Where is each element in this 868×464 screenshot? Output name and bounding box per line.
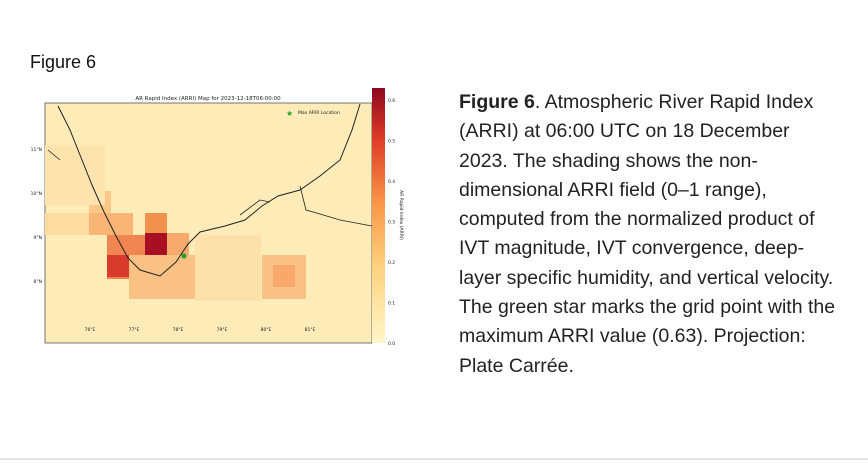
heat-cell [89,213,133,235]
colorbar-tick-label: 0.4 [388,179,395,185]
lat-label: 11°N [31,147,42,153]
lon-label: 77°E [129,327,140,333]
heat-cell [107,255,129,277]
heat-cells [45,145,306,301]
coastline [47,149,373,227]
lon-label: 81°E [305,327,316,333]
colorbar-tick-label: 0.6 [388,98,395,104]
heat-cell [45,145,105,205]
legend-label: Max ARRI Location [298,110,340,116]
colorbar-tick-label: 0.3 [388,220,395,226]
colorbar-tick-label: 0.5 [388,139,395,145]
heat-cell [195,235,261,301]
lon-label: 76°E [85,327,96,333]
lon-label: 80°E [261,327,272,333]
caption-text: . Atmospheric River Rapid Index (ARRI) a… [459,91,836,377]
colorbar-tick-label: 0.2 [388,260,395,266]
max-marker [181,253,187,259]
coastline [57,103,361,277]
divider [0,458,868,460]
heat-cell [145,213,167,235]
colorbar-label: AR Rapid Index (ARRI) [398,190,404,240]
heat-cell [167,233,189,255]
colorbar-tick-label: 0.1 [388,301,395,307]
colorbar [372,88,385,343]
lat-label: 8°N [34,279,42,285]
figure: AR Rapid Index (ARRI) Map for 2023-12-18… [31,88,404,347]
lon-label: 79°E [217,327,228,333]
heat-cell [145,233,167,255]
colorbar-tick-label: 0.0 [388,341,395,347]
figure-title: AR Rapid Index (ARRI) Map for 2023-12-18… [135,96,281,102]
heat-cell [129,255,195,299]
lat-label: 9°N [34,235,42,241]
heading: Figure 6 [30,52,97,72]
lat-label: 10°N [31,191,42,197]
caption-label: Figure 6 [459,91,535,113]
legend-marker: ★ [286,109,293,118]
caption: Figure 6. Atmospheric River Rapid Index … [459,88,841,381]
heat-cell [273,265,295,287]
lon-label: 78°E [173,327,184,333]
